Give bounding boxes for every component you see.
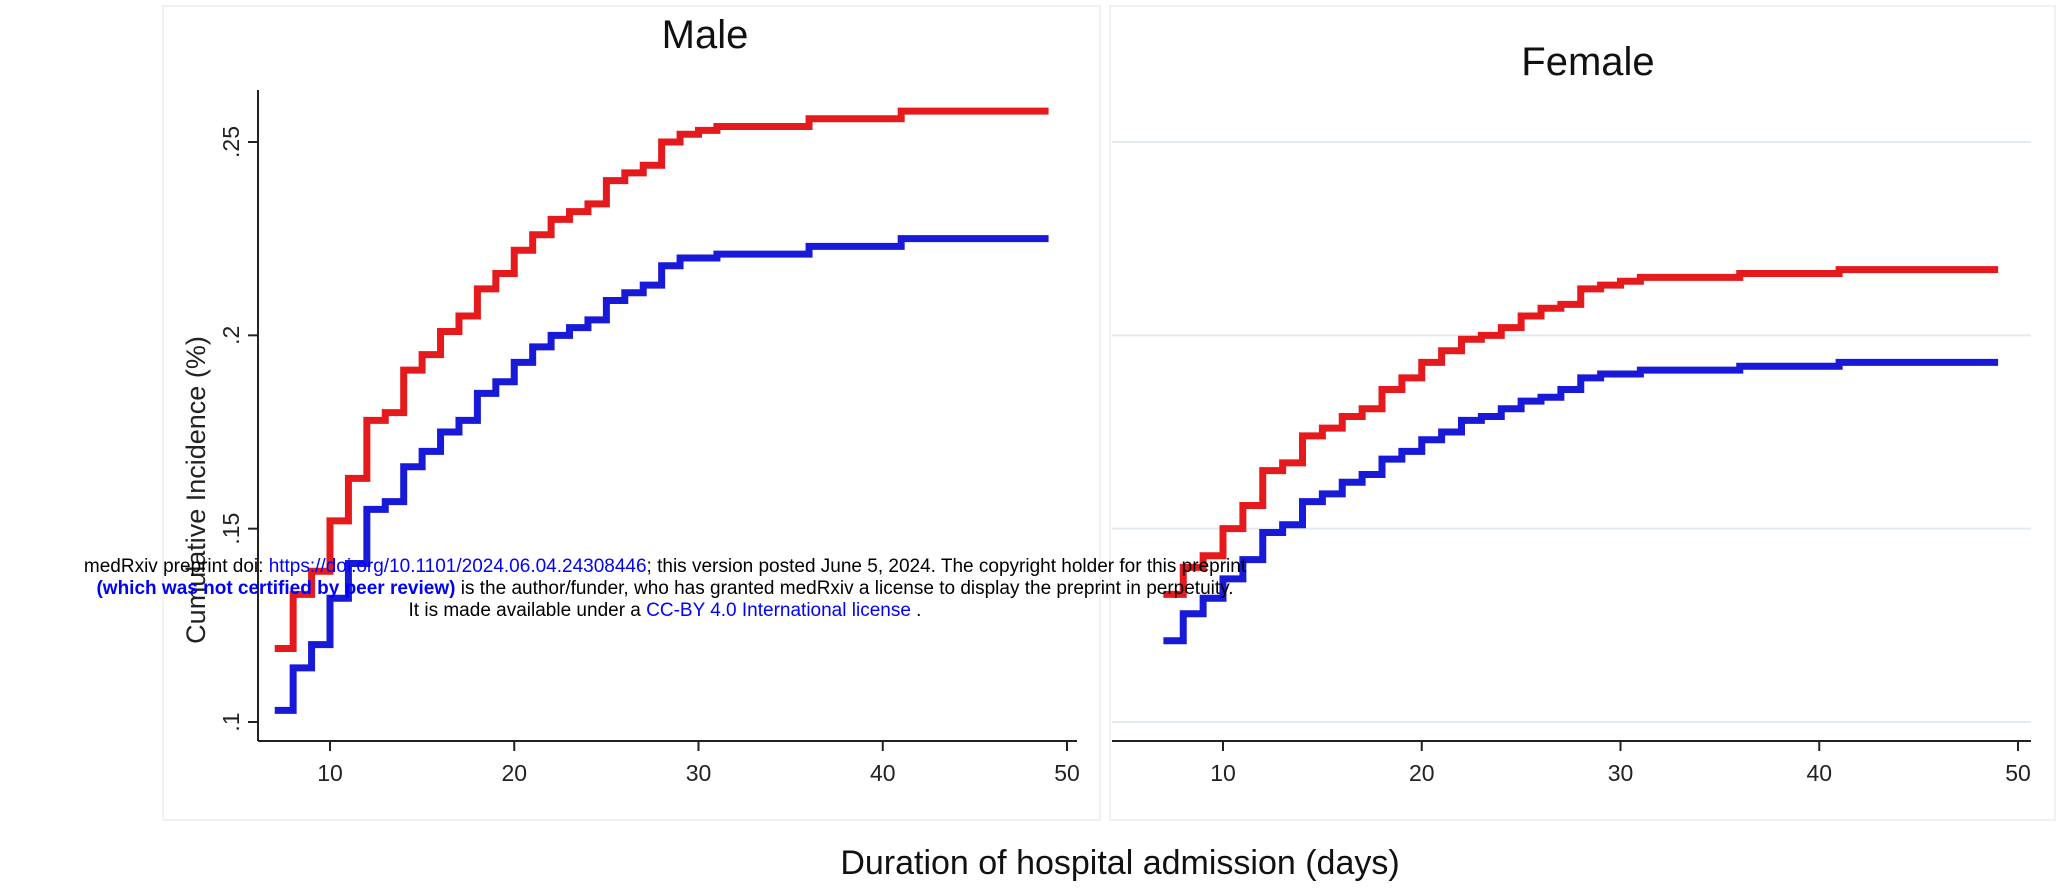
series-line-female-red	[1163, 266, 1999, 598]
watermark-copyright-text: ; this version posted June 5, 2024. The …	[646, 556, 1247, 577]
panel-female-background	[1109, 5, 2056, 821]
doi-link[interactable]: https://doi.org/10.1101/2024.06.04.24308…	[268, 556, 647, 577]
panel-female-title: Female	[1521, 40, 1654, 84]
watermark-line-2: (which was not certified by peer review)…	[0, 578, 1330, 600]
preprint-watermark: medRxiv preprint doi: https://doi.org/10…	[0, 556, 1330, 622]
watermark-available-text: It is made available under a	[408, 600, 647, 621]
watermark-period: .	[910, 600, 922, 621]
x-tick-label: 20	[1409, 760, 1435, 786]
panel-female: Female 10 20 30 40 50	[1109, 5, 2056, 821]
license-link[interactable]: CC-BY 4.0 International license	[646, 600, 911, 621]
panel-male-title: Male	[662, 13, 749, 57]
y-tick-label: .1	[218, 712, 244, 731]
y-tick-label: .25	[218, 126, 244, 158]
x-tick-label: 30	[1608, 760, 1634, 786]
x-tick-label: 10	[1210, 760, 1236, 786]
series-group-male	[274, 107, 1049, 714]
x-tick-label: 20	[501, 760, 527, 786]
gridlines-female	[1112, 141, 2031, 723]
x-tick-label: 40	[1806, 760, 1832, 786]
y-tick-label: .15	[218, 513, 244, 545]
y-ticks-male: .1 .15 .2 .25	[218, 126, 258, 732]
x-ticks-female: 10 20 30 40 50	[1210, 741, 2031, 786]
x-tick-label: 50	[2005, 760, 2031, 786]
watermark-line-1: medRxiv preprint doi: https://doi.org/10…	[0, 556, 1330, 578]
x-tick-label: 50	[1054, 760, 1080, 786]
watermark-line-3: It is made available under a CC-BY 4.0 I…	[0, 600, 1330, 622]
x-tick-label: 40	[870, 760, 896, 786]
x-ticks-male: 10 20 30 40 50	[317, 741, 1080, 786]
y-axis-label: Cumulative Incidence (%)	[181, 336, 211, 644]
x-tick-label: 10	[317, 760, 343, 786]
panel-male-background	[162, 5, 1101, 821]
watermark-license-text: is the author/funder, who has granted me…	[455, 578, 1234, 599]
peer-review-notice: (which was not certified by peer review)	[96, 578, 456, 599]
watermark-doi-prefix: medRxiv preprint doi:	[83, 556, 269, 577]
x-axis-label: Duration of hospital admission (days)	[840, 844, 1399, 882]
x-tick-label: 30	[686, 760, 712, 786]
panel-male: Male Cumulative Incidence (%) .1 .15 .2 .25…	[162, 5, 1101, 821]
series-line-female-blue	[1163, 358, 1999, 645]
series-line-male-blue	[274, 235, 1049, 714]
series-group-female	[1163, 266, 1999, 645]
series-line-male-red	[274, 107, 1049, 653]
y-tick-label: .2	[218, 326, 244, 345]
